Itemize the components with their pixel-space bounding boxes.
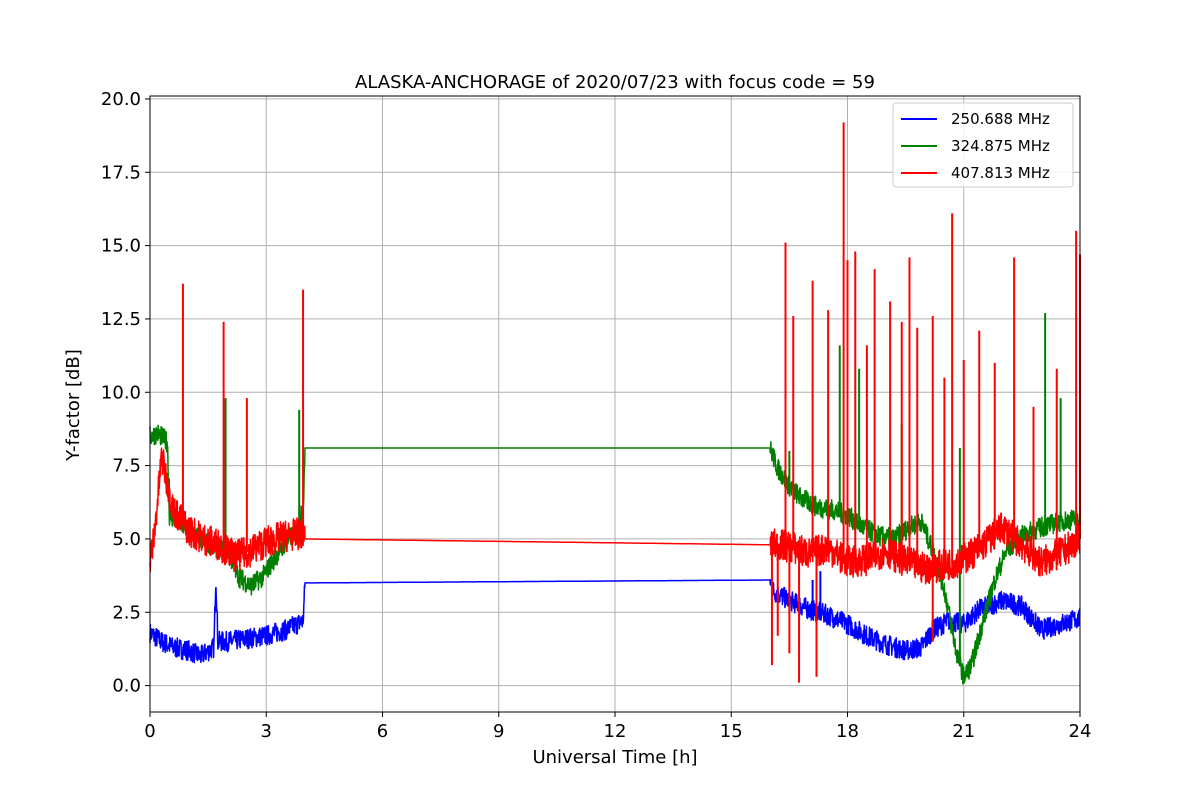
y-tick-label: 10.0 bbox=[101, 382, 141, 403]
axes: 0 3 6 9 12 15 18 21 24 0.0 2.5 5.0 7.5 10.0 12.5 15.0 17… bbox=[101, 89, 1092, 742]
x-tick-label: 21 bbox=[952, 721, 975, 742]
y-tick-label: 17.5 bbox=[101, 162, 141, 183]
y-axis-label: Y-factor [dB] bbox=[63, 349, 84, 462]
legend-label: 250.688 MHz bbox=[951, 110, 1050, 128]
series-line bbox=[149, 579, 1081, 664]
legend: 250.688 MHz 324.875 MHz 407.813 MHz bbox=[892, 102, 1074, 188]
series-line bbox=[149, 424, 1081, 685]
x-tick-label: 9 bbox=[493, 721, 504, 742]
plot-frame bbox=[149, 95, 1081, 713]
legend-label: 407.813 MHz bbox=[951, 164, 1050, 182]
y-tick-label: 2.5 bbox=[112, 602, 141, 623]
series-line bbox=[149, 447, 1081, 585]
x-axis-label: Universal Time [h] bbox=[532, 747, 697, 768]
y-tick-label: 12.5 bbox=[101, 309, 141, 330]
y-tick-label: 20.0 bbox=[101, 89, 141, 110]
chart-title: ALASKA-ANCHORAGE of 2020/07/23 with focu… bbox=[355, 72, 875, 93]
y-tick-label: 15.0 bbox=[101, 236, 141, 257]
x-tick-label: 18 bbox=[836, 721, 859, 742]
x-tick-label: 15 bbox=[720, 721, 743, 742]
y-tick-label: 7.5 bbox=[112, 456, 141, 477]
x-tick-label: 12 bbox=[604, 721, 627, 742]
legend-label: 324.875 MHz bbox=[951, 137, 1050, 155]
y-tick-label: 5.0 bbox=[112, 529, 141, 550]
y-tick-label: 0.0 bbox=[112, 676, 141, 697]
x-tick-label: 3 bbox=[261, 721, 272, 742]
plot-series bbox=[149, 122, 1081, 685]
x-tick-label: 6 bbox=[377, 721, 388, 742]
x-tick-label: 24 bbox=[1069, 721, 1092, 742]
x-tick-label: 0 bbox=[144, 721, 155, 742]
legend-box bbox=[892, 102, 1074, 188]
